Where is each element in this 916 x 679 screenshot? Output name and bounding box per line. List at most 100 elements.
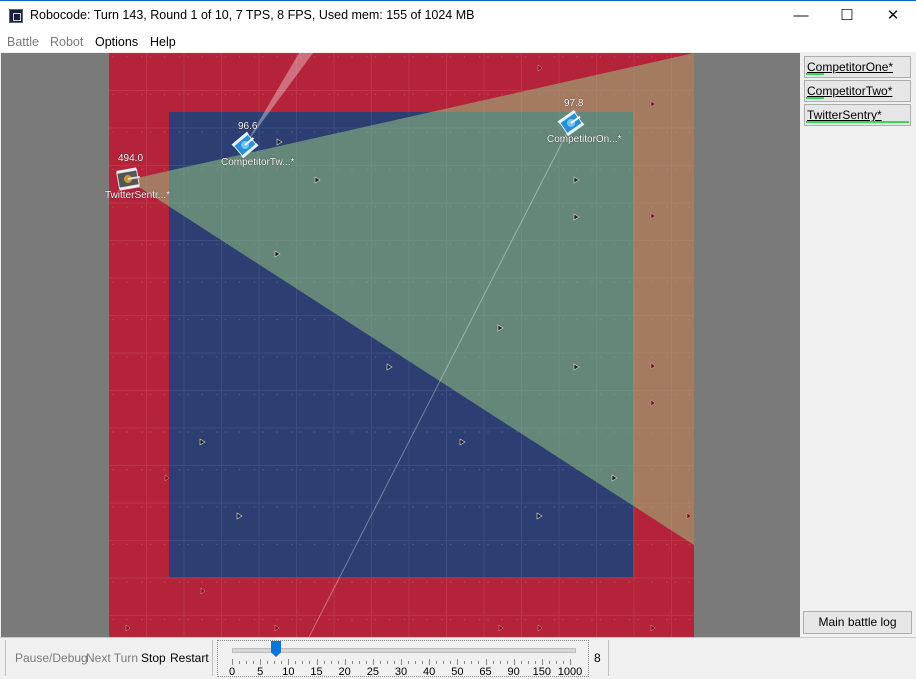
marker (537, 624, 543, 632)
robot-sidebar: CompetitorOne* CompetitorTwo* TwitterSen… (801, 53, 916, 637)
energy-bar (806, 73, 824, 75)
robot-twittersentry (116, 167, 140, 191)
slider-tick (478, 661, 480, 664)
slider-tick (246, 661, 248, 664)
slider-tick (302, 661, 304, 664)
minimize-icon[interactable]: — (793, 7, 809, 24)
bullet (314, 176, 321, 184)
slider-tick (429, 659, 431, 665)
bullet (536, 512, 543, 520)
slider-tick (513, 659, 515, 665)
bullet (386, 363, 393, 371)
robot-name-label: TwitterSentr...* (105, 190, 171, 201)
slider-tick (232, 659, 233, 665)
slider-tick (379, 661, 381, 664)
stop-button[interactable]: Stop (141, 651, 166, 665)
robot-name-label: CompetitorTw...* (221, 157, 295, 168)
marker (686, 512, 692, 520)
bullet (236, 512, 243, 520)
battlefield-canvas (109, 53, 694, 637)
robot-button-twittersentry[interactable]: TwitterSentry* (804, 104, 911, 126)
robot-button-competitorone[interactable]: CompetitorOne* (804, 56, 911, 78)
slider-tick (260, 659, 262, 665)
slider-tick-label: 15 (310, 666, 323, 678)
slider-tick (288, 659, 290, 665)
slider-tick (457, 659, 459, 665)
close-icon[interactable]: ✕ (886, 7, 900, 24)
slider-tick (351, 661, 353, 664)
bullet (497, 324, 504, 332)
slider-tick (506, 661, 508, 664)
slider-tick (408, 661, 410, 664)
robocode-app-icon (9, 9, 23, 23)
slider-tick (499, 661, 501, 664)
robot-competitortwo (231, 131, 259, 159)
slider-tick-label: 50 (451, 666, 464, 678)
slider-tick (365, 661, 367, 664)
slider-tick (344, 659, 346, 665)
window-title: Robocode: Turn 143, Round 1 of 10, 7 TPS… (30, 8, 475, 22)
slider-tick-label: 1000 (557, 666, 583, 678)
pause-debug-button[interactable]: Pause/Debug (15, 651, 88, 665)
marker (164, 474, 170, 482)
menu-options[interactable]: Options (95, 35, 139, 49)
slider-tick (393, 661, 395, 664)
tps-slider[interactable]: 0 5 10 15 20 25 30 40 50 65 90 150 1000 (217, 640, 589, 678)
slider-tick (309, 661, 311, 664)
divider (5, 640, 6, 676)
slider-tick (443, 661, 445, 664)
slider-tick-label: 40 (423, 666, 436, 678)
next-turn-button[interactable]: Next Turn (86, 651, 139, 665)
bullet (276, 138, 283, 146)
energy-bar (806, 121, 909, 123)
slider-tick (274, 661, 276, 664)
menu-battle[interactable]: Battle (7, 35, 39, 49)
slider-tick (337, 661, 339, 664)
maximize-icon[interactable]: ☐ (840, 7, 854, 24)
slider-tick (253, 661, 255, 664)
divider (608, 640, 609, 676)
marker (650, 212, 656, 220)
slider-track (232, 648, 576, 653)
slider-tick (520, 661, 522, 664)
slider-tick (562, 661, 564, 664)
robot-button-competitortwo[interactable]: CompetitorTwo* (804, 80, 911, 102)
slider-tick (436, 661, 438, 664)
slider-tick (239, 661, 241, 664)
restart-button[interactable]: Restart (170, 651, 209, 665)
slider-tick (541, 659, 543, 665)
radar-scan-arc (128, 53, 694, 545)
slider-tick (295, 661, 297, 664)
menu-bar: Battle Robot Options Help (0, 31, 916, 52)
slider-thumb[interactable] (271, 641, 281, 657)
scan-line (308, 124, 572, 637)
main-battle-log-button[interactable]: Main battle log (803, 611, 912, 634)
marker (200, 587, 206, 595)
marker (125, 624, 131, 632)
slider-tick (548, 661, 550, 664)
bullet (573, 213, 580, 221)
robot-name-label: CompetitorOn...* (547, 134, 622, 145)
slider-tick (386, 661, 388, 664)
robot-competitorone (557, 109, 585, 137)
marker (650, 624, 656, 632)
slider-tick (471, 661, 473, 664)
slider-tick (281, 661, 283, 664)
marker (498, 624, 504, 632)
marker (650, 100, 656, 108)
menu-robot[interactable]: Robot (50, 35, 84, 49)
slider-tick (492, 661, 494, 664)
slider-tick (464, 661, 466, 664)
menu-help[interactable]: Help (150, 35, 176, 49)
marker (537, 64, 543, 72)
robot-button-label: TwitterSentry* (807, 108, 882, 122)
energy-bar (806, 97, 824, 99)
battle-arena[interactable]: 494.0 TwitterSentr...* 96.6 CompetitorTw… (1, 53, 800, 637)
bullets (199, 138, 618, 520)
slider-tick (555, 661, 557, 664)
divider (212, 640, 213, 676)
marker (650, 399, 656, 407)
marker (274, 624, 280, 632)
bullet (573, 176, 580, 184)
slider-tick-label: 30 (394, 666, 408, 678)
